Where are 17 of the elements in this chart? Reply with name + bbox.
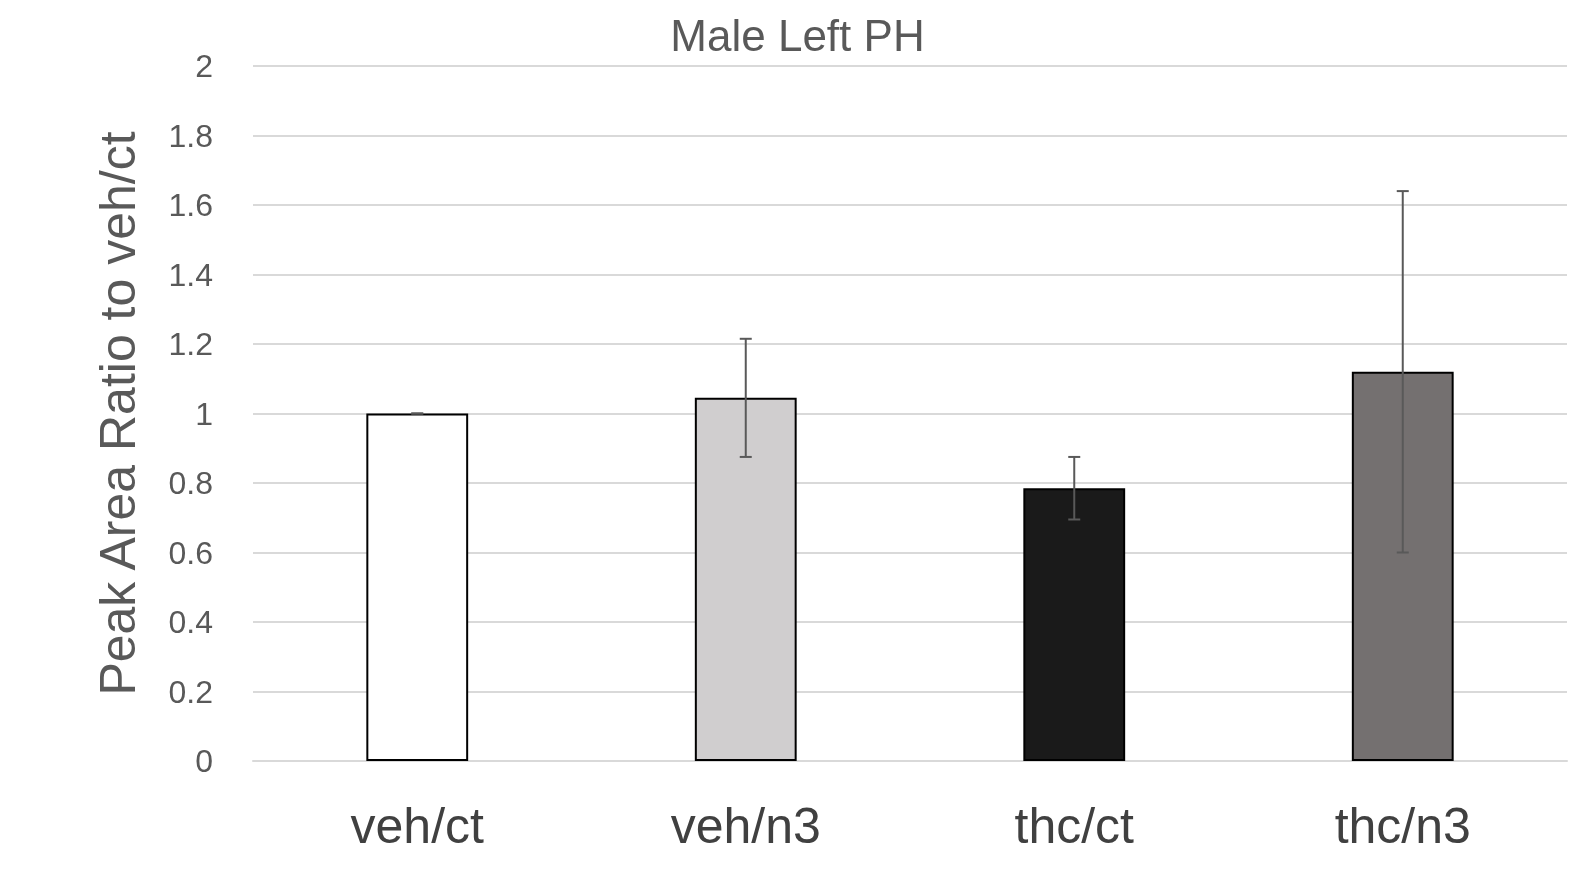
x-tick-label: veh/n3 bbox=[670, 798, 821, 854]
x-tick-label: thc/n3 bbox=[1334, 798, 1471, 854]
y-tick-label: 0 bbox=[195, 743, 213, 779]
y-tick-label: 0.8 bbox=[168, 465, 213, 501]
y-tick-label: 1 bbox=[195, 395, 213, 432]
y-tick-label: 1.2 bbox=[168, 326, 213, 362]
x-tick-label: thc/ct bbox=[1014, 798, 1135, 854]
y-tick-label: 1.4 bbox=[168, 256, 213, 293]
y-tick-label: 0.4 bbox=[168, 604, 213, 640]
y-tick-label: 0.6 bbox=[168, 534, 213, 571]
x-tick-label: veh/ct bbox=[350, 798, 485, 854]
chart-title: Male Left PH bbox=[670, 10, 925, 60]
y-tick-label: 2 bbox=[195, 48, 213, 84]
y-tick-label: 0.2 bbox=[168, 673, 213, 710]
y-axis-title: Peak Area Ratio to veh/ct bbox=[90, 131, 146, 696]
y-tick-label: 1.6 bbox=[168, 187, 213, 223]
y-tick-label: 1.8 bbox=[168, 117, 213, 154]
